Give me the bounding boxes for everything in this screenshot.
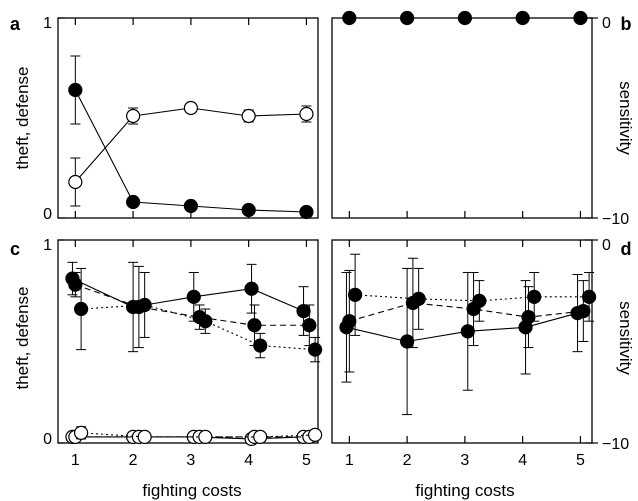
data-point (126, 194, 141, 210)
data-point (126, 108, 141, 124)
data-point (576, 303, 591, 319)
data-point (183, 100, 198, 116)
series-line (355, 294, 590, 302)
data-point (244, 281, 259, 296)
x-tick-label: 1 (71, 452, 80, 469)
x-tick-label: 5 (576, 452, 585, 469)
panel-letter: a (10, 14, 21, 34)
data-point (457, 10, 472, 26)
x-tick-label: 1 (345, 452, 354, 469)
data-point (342, 314, 357, 329)
data-point (400, 10, 415, 26)
data-point (400, 334, 415, 349)
panel-frame (57, 17, 319, 219)
y-tick-label: 1 (43, 15, 52, 32)
data-point (241, 202, 256, 218)
panel-frame (57, 239, 319, 444)
data-point (137, 297, 152, 313)
y-tick-label: 0 (43, 206, 52, 223)
data-point (68, 277, 83, 292)
data-point (253, 338, 268, 353)
panel-frame (331, 17, 593, 219)
data-point (137, 429, 152, 445)
data-point (68, 82, 83, 98)
data-point (342, 10, 357, 26)
data-point (183, 198, 198, 214)
data-point (247, 318, 262, 333)
data-point (299, 204, 314, 220)
data-point (411, 291, 426, 306)
data-point (460, 324, 475, 339)
left-axis-title-bottom: theft, defense (13, 286, 32, 389)
data-point (241, 108, 256, 124)
data-point (198, 429, 213, 445)
panel-frame (331, 239, 593, 444)
x-tick-label: 5 (302, 452, 311, 469)
y-tick-label: −10 (602, 436, 629, 453)
data-point (186, 289, 201, 304)
y-tick-label: 0 (602, 15, 611, 32)
panel-letter: b (621, 14, 632, 34)
right-axis-title-bottom: sensitivity (616, 301, 635, 375)
x-tick-label: 4 (244, 452, 253, 469)
right-axis-title-top: sensitivity (616, 81, 635, 155)
panel-a: a 0 1 (10, 14, 319, 223)
panel-letter: d (621, 239, 632, 259)
y-tick-label: 0 (602, 237, 611, 254)
data-point (348, 287, 363, 302)
data-point (74, 425, 89, 440)
y-tick-label: 1 (43, 237, 52, 254)
series-line (349, 302, 584, 322)
panel-c: c 0 1 1 2 3 4 5 (10, 237, 323, 469)
data-point (308, 427, 323, 442)
series-line (74, 107, 307, 183)
x-axis-title-left: fighting costs (142, 481, 241, 500)
data-point (198, 314, 213, 329)
data-point (308, 342, 323, 357)
data-point (68, 174, 83, 190)
data-point (527, 289, 542, 304)
x-axis-title-right: fighting costs (415, 481, 514, 500)
x-tick-label: 3 (186, 452, 195, 469)
x-tick-label: 3 (460, 452, 469, 469)
data-point (582, 289, 597, 304)
series-line (75, 284, 310, 326)
y-tick-label: −10 (602, 211, 629, 228)
data-point (521, 310, 536, 325)
x-tick-label: 2 (129, 452, 138, 469)
panel-letter: c (10, 239, 20, 259)
data-point (515, 10, 530, 26)
left-axis-title-top: theft, defense (13, 66, 32, 169)
data-point (253, 429, 268, 445)
data-point (573, 10, 588, 26)
panel-b: b0 −10 (331, 10, 632, 228)
panel-d: d0 −10 1 2 3 4 5 (331, 237, 632, 469)
data-point (74, 301, 89, 317)
x-tick-label: 4 (518, 452, 527, 469)
x-tick-label: 2 (403, 452, 412, 469)
data-point (472, 293, 487, 308)
data-point (302, 318, 317, 333)
y-tick-label: 0 (43, 431, 52, 448)
data-point (296, 303, 311, 319)
data-point (299, 106, 314, 122)
